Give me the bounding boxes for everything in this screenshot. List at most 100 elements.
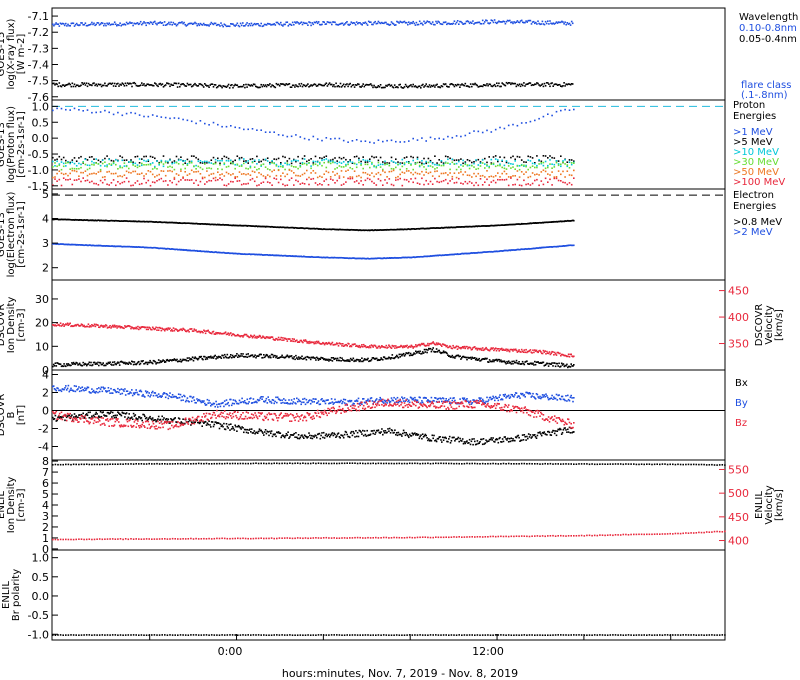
proton-5-point: [466, 182, 469, 185]
electron-2-point: [452, 253, 454, 256]
bx-point: [270, 430, 273, 432]
xray-short-point: [364, 84, 367, 86]
proton-2-point: [138, 158, 141, 160]
xray-short-point: [491, 85, 494, 88]
proton-0-point: [91, 111, 93, 114]
proton-4-point: [560, 173, 562, 176]
xray-short-point: [60, 85, 63, 88]
electron-2-point: [271, 254, 274, 256]
proton-2-point: [240, 164, 243, 166]
xray-short-point: [193, 83, 195, 86]
proton-5-point: [401, 184, 404, 187]
dscovr-velocity-point: [345, 343, 348, 346]
dscovr-velocity-point: [410, 344, 413, 347]
dscovr-density-point: [386, 357, 388, 360]
xray-short-point: [465, 85, 468, 87]
proton-0-point: [151, 114, 154, 116]
electron-2-point: [203, 250, 205, 253]
dscovr-density-point: [263, 356, 266, 359]
dscovr-density-point: [221, 354, 223, 357]
xray-long-point: [86, 24, 89, 27]
xray-long-series: [52, 19, 574, 28]
xray-long-point: [428, 21, 431, 23]
dscovr-density-point: [252, 356, 255, 358]
dscovr-velocity-point: [401, 345, 403, 348]
proton-0-point: [260, 129, 262, 131]
proton-0-point: [386, 139, 388, 142]
xray-short-point: [83, 82, 86, 84]
proton-3-point: [395, 166, 397, 169]
proton-3-point: [566, 164, 569, 166]
bx-point: [151, 418, 153, 421]
dscovr-velocity-point: [106, 327, 109, 329]
dscovr-velocity-point: [260, 337, 262, 339]
proton-2-point: [95, 158, 97, 160]
dscovr-velocity-point: [438, 343, 440, 345]
proton-3-point: [99, 168, 102, 171]
bx-point: [279, 432, 282, 434]
dscovr-velocity-point: [314, 341, 316, 343]
bx-point: [118, 412, 120, 414]
proton-0-point: [303, 137, 306, 140]
electron-08-point: [327, 228, 329, 231]
dscovr-density-point: [177, 360, 180, 362]
proton-4-point: [204, 176, 206, 179]
electron-08-point: [380, 229, 382, 231]
dscovr-density-point: [502, 360, 505, 363]
xray-short-point: [55, 82, 57, 85]
xray-short-point: [325, 82, 328, 84]
proton-1-point: [442, 162, 445, 164]
dscovr-density-point: [288, 356, 290, 359]
xray-short-point: [506, 82, 509, 85]
electron-2-point: [67, 243, 70, 246]
proton-1-point: [230, 162, 232, 165]
dscovr-velocity-point: [305, 340, 308, 343]
xray-short-point: [517, 84, 520, 87]
electron-2-point: [150, 246, 152, 249]
xray-long-point: [352, 22, 355, 24]
dscovr-density-point: [352, 357, 355, 360]
proton-1-point: [418, 161, 421, 164]
dscovr-density-point: [568, 365, 571, 368]
proton-5-point: [136, 180, 139, 182]
proton-3-point: [540, 161, 543, 164]
xray-short-point: [157, 85, 159, 88]
bx-point: [87, 411, 90, 414]
dscovr-velocity-point: [97, 324, 99, 326]
electron-2-point: [262, 254, 264, 256]
electron-08-point: [71, 219, 73, 221]
dscovr-density-point: [537, 361, 539, 363]
xray-long-point: [248, 23, 251, 25]
xray-long-point: [310, 24, 312, 27]
proton-1-point: [280, 162, 282, 164]
proton-1-point: [149, 155, 152, 158]
dscovr-density-point: [542, 361, 545, 364]
dscovr-density-point: [124, 363, 127, 365]
proton-5-point: [225, 184, 228, 187]
proton-1-point: [479, 161, 482, 163]
dscovr-density-point: [349, 360, 351, 363]
dscovr-density-point: [307, 356, 309, 358]
dscovr-density-point: [271, 353, 274, 356]
proton-3-point: [58, 164, 61, 167]
proton-4-point: [458, 172, 460, 174]
dscovr-velocity-point: [87, 323, 90, 325]
dscovr-velocity-point: [532, 349, 534, 351]
proton-2-point: [101, 159, 104, 161]
electron-08-point: [180, 222, 183, 224]
xray-long-point: [215, 24, 218, 27]
dscovr-density-point: [68, 364, 71, 366]
dscovr-density-point: [114, 363, 117, 365]
electron-2-point: [436, 254, 439, 257]
dscovr-velocity-point: [390, 347, 393, 349]
proton-0-point: [338, 137, 341, 140]
electron-2-point: [570, 244, 572, 247]
dscovr-velocity-point: [317, 340, 320, 343]
electron-2-point: [349, 257, 351, 259]
electron-2-point: [455, 253, 458, 256]
electron-08-point: [389, 228, 392, 231]
proton-5-point: [141, 182, 143, 185]
electron-2-point: [467, 252, 469, 255]
xray-short-point: [219, 84, 221, 87]
electron-2-point: [169, 248, 171, 250]
